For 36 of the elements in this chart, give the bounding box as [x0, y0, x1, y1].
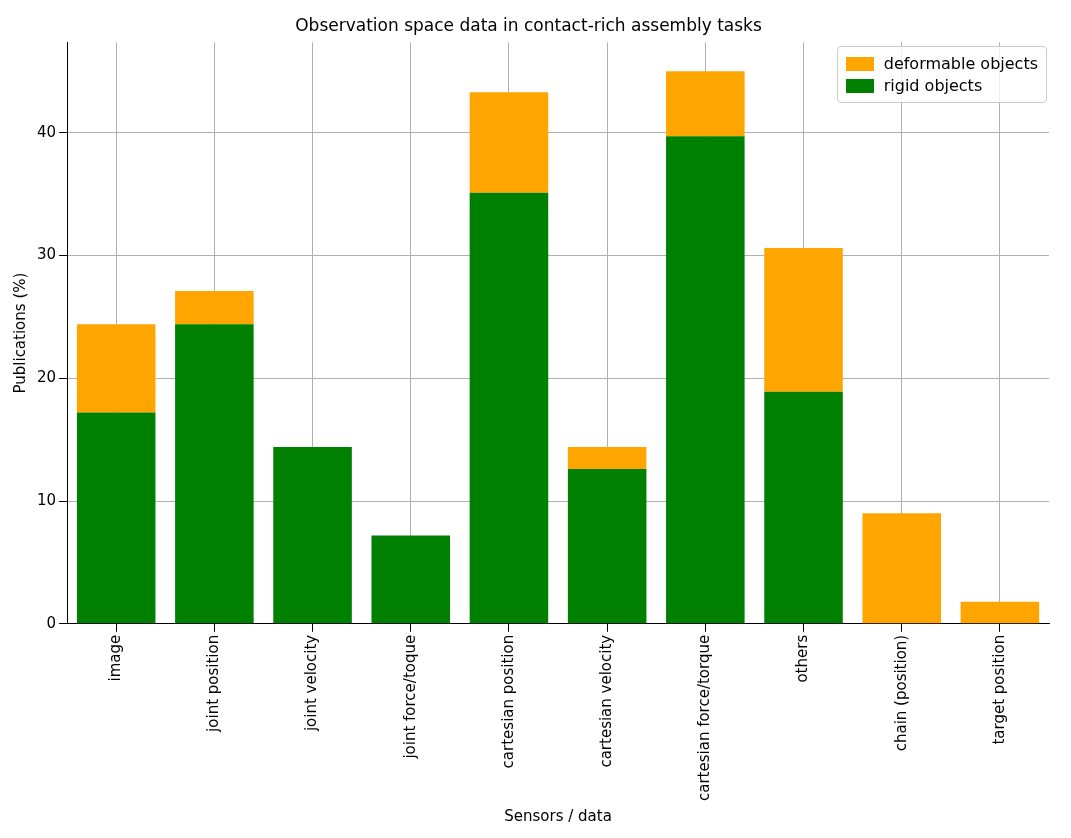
bar [666, 71, 745, 137]
x-axis-title: Sensors / data [504, 806, 612, 825]
x-tick-label: cartesian position [498, 634, 517, 769]
bar [862, 513, 941, 624]
bar [960, 601, 1040, 624]
x-tick-label: cartesian velocity [597, 634, 616, 768]
x-tick-label: joint force/toque [400, 634, 419, 760]
y-axis-title: Publications (%) [10, 272, 29, 394]
bar [764, 248, 843, 392]
bar [764, 391, 843, 624]
chart-title: Observation space data in contact-rich assembly tasks [295, 14, 762, 35]
bar [469, 192, 549, 624]
bar [666, 136, 745, 624]
bar [371, 535, 451, 624]
y-tick-label: 30 [36, 245, 57, 264]
bar [76, 412, 156, 624]
y-tick-label: 40 [36, 122, 57, 141]
bar [273, 446, 352, 624]
legend-label: deformable objects [883, 54, 1038, 73]
x-tick-label: joint position [204, 634, 223, 733]
x-tick-label: joint velocity [302, 634, 321, 733]
x-tick-label: chain (position) [891, 634, 910, 752]
legend-label: rigid objects [883, 76, 983, 95]
y-tick-label: 20 [36, 368, 57, 387]
y-tick-label: 10 [36, 490, 57, 509]
y-tick-label: 0 [46, 613, 57, 632]
bar [175, 291, 254, 325]
bar [175, 324, 254, 624]
x-tick-label: cartesian force/torque [695, 634, 714, 802]
x-tick-label: image [106, 634, 125, 682]
x-tick-label: others [793, 634, 812, 683]
x-tick-label: target position [989, 634, 1008, 745]
bar [567, 469, 647, 624]
bar [76, 324, 156, 413]
bar [469, 92, 549, 193]
bar [567, 446, 647, 470]
